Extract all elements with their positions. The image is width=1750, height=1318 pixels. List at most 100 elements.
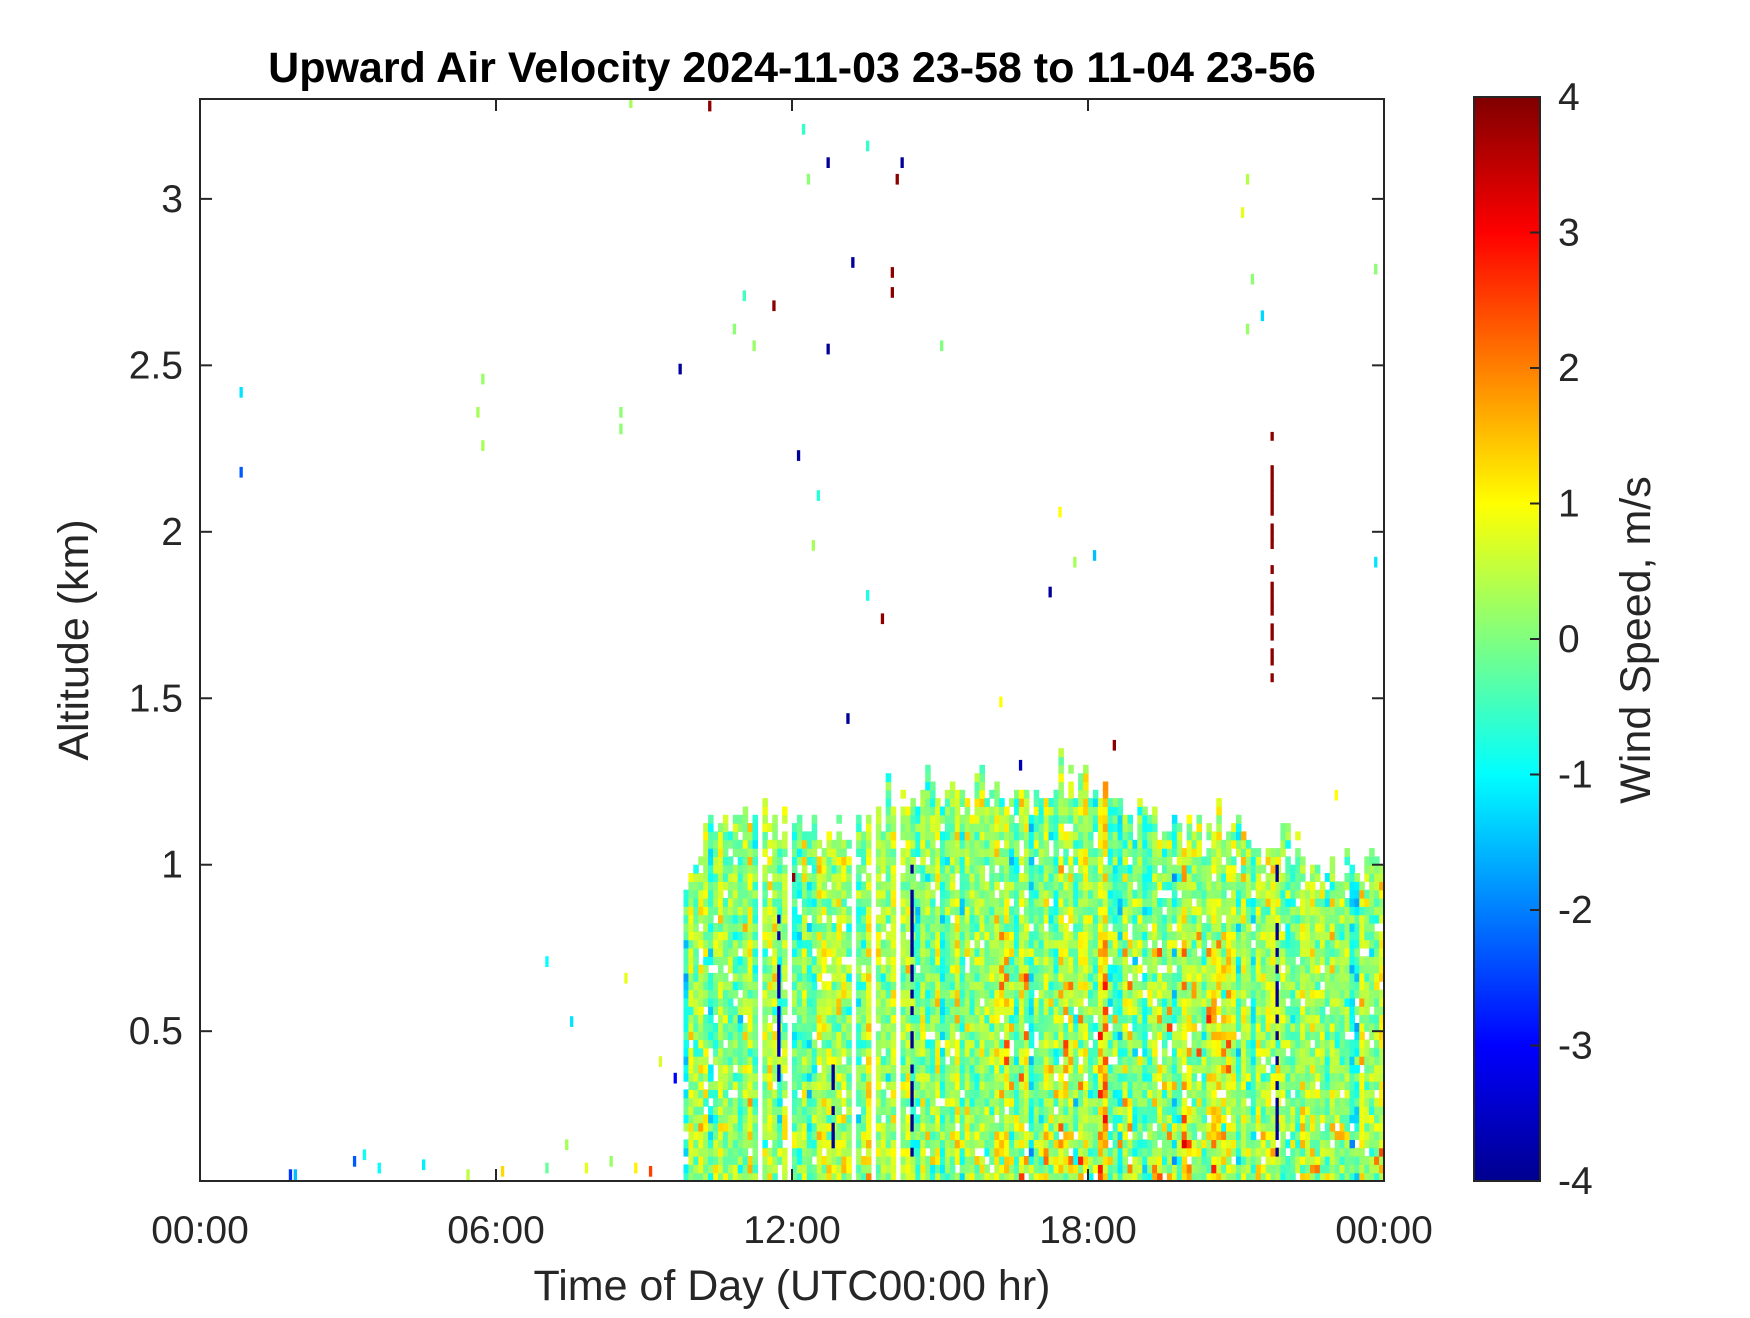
heatmap-cell [1028,972,1035,982]
heatmap-cell [994,1081,1000,1090]
heatmap-cell [1097,1156,1104,1165]
heatmap-cell [1097,997,1104,1007]
heatmap-cell [821,1114,828,1124]
heatmap-cell [1068,1114,1074,1124]
heatmap-cell [1078,839,1084,849]
heatmap-cell [836,839,842,849]
heatmap-cell [1147,1106,1153,1115]
heatmap-cell [866,948,872,957]
heatmap-cell [732,939,739,949]
heatmap-cell [1295,1039,1301,1049]
heatmap-cell [925,848,931,857]
heatmap-cell [969,1106,976,1115]
heatmap-cell [801,1056,808,1066]
heatmap-cell [1270,981,1276,991]
heatmap-cell [801,831,808,841]
heatmap-cell [979,814,985,824]
heatmap-cell [1240,923,1247,932]
heatmap-cell [1171,1039,1178,1049]
heatmap-cell [1250,989,1257,999]
heatmap-cell [1004,939,1010,949]
heatmap-cell [1260,1164,1267,1174]
heatmap-cell [846,1114,852,1124]
heatmap-cell [777,1122,783,1132]
heatmap-cell [999,1164,1005,1174]
heatmap-cell [1265,972,1272,982]
heatmap-cell [1221,898,1227,907]
heatmap-cell [1221,1072,1227,1082]
heatmap-cell [1088,898,1094,907]
heatmap-cell [1290,981,1296,991]
heatmap-cell [1018,1072,1025,1082]
heatmap-cell [718,956,724,966]
heatmap-cell [1048,1064,1054,1074]
heatmap-cell [1152,881,1158,891]
heatmap-cell [1255,906,1262,916]
heatmap-cell [994,839,1000,849]
heatmap-cell [718,1014,724,1024]
heatmap-cell [747,1114,754,1124]
heatmap-cell [1088,814,1094,824]
heatmap-cell [1211,831,1217,841]
heatmap-cell [777,1114,783,1124]
heatmap-cell [1186,1139,1193,1149]
heatmap-cell [944,989,951,999]
heatmap-cell [910,1164,916,1174]
heatmap-cell [964,1122,971,1132]
heatmap-cell [1009,1014,1015,1024]
heatmap-cell [1009,1156,1015,1165]
heatmap-cell [861,831,867,841]
heatmap-cell [762,898,768,907]
heatmap-cell [984,1072,990,1082]
heatmap-cell [718,1172,724,1181]
heatmap-cell [1014,798,1020,807]
heatmap-cell [1186,839,1193,849]
heatmap-cell [1083,873,1089,882]
heatmap-cell [1018,1056,1025,1066]
heatmap-cell [930,1122,936,1132]
heatmap-cell [875,848,882,857]
heatmap-cell [1290,1047,1296,1057]
heatmap-cell [1018,1131,1025,1140]
heatmap-cell [1231,839,1237,849]
heatmap-cell [900,889,906,899]
heatmap-cell [1255,1122,1262,1132]
heatmap-cell [1255,1147,1262,1157]
heatmap-cell [1186,856,1193,866]
heatmap-cell [1171,814,1178,824]
heatmap-cell [713,1106,719,1115]
heatmap-cell [1171,881,1178,891]
heatmap-cell [1206,1147,1212,1157]
heatmap-cell [841,914,847,924]
heatmap-cell [1211,1039,1217,1049]
heatmap-cell [866,898,872,907]
heatmap-cell [935,981,941,991]
heatmap-cell [905,1156,911,1165]
heatmap-cell [688,1081,694,1090]
heatmap-cell [880,1097,887,1107]
heatmap-cell [1265,964,1272,974]
heatmap-cell [1033,997,1040,1007]
heatmap-cell [1206,1022,1212,1032]
heatmap-cell [1147,931,1153,941]
heatmap-cell [856,823,862,832]
heatmap-cell [959,939,966,949]
heatmap-cell [1053,1122,1059,1132]
heatmap-cell [727,989,734,999]
heatmap-cell [1078,1164,1084,1174]
heatmap-cell [930,1022,936,1032]
heatmap-cell [792,1147,798,1157]
heatmap-cell [875,839,882,849]
heatmap-cell [1152,956,1158,966]
heatmap-cell [1048,1039,1054,1049]
heatmap-cell [930,781,936,791]
heatmap-cell [782,1122,788,1132]
heatmap-cell [959,1122,966,1132]
heatmap-cell [1166,1022,1173,1032]
heatmap-cell [1191,1089,1198,1099]
heatmap-cell [905,914,911,924]
heatmap-cell [1112,948,1119,957]
heatmap-cell [1112,964,1119,974]
heatmap-cell [1147,1039,1153,1049]
heatmap-cell [989,1089,995,1099]
